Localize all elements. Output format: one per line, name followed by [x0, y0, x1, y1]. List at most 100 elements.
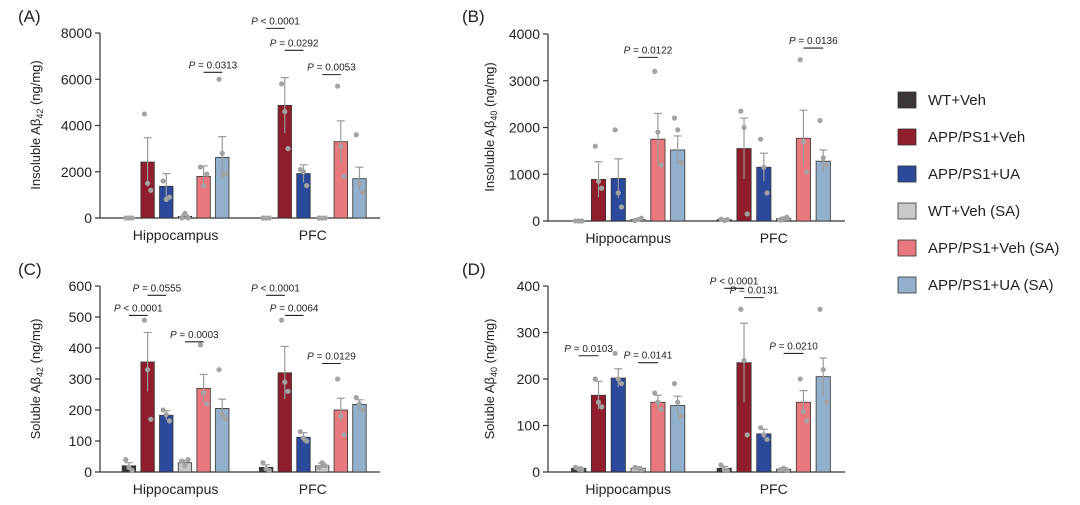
data-point [595, 178, 602, 184]
data-point [353, 132, 359, 138]
x-tick-label: Hippocampus [133, 227, 219, 243]
data-point [618, 204, 625, 210]
chart-panel-1: (A) Insoluble Aβ42 (ng/mg) 0 2000 4000 6000 80… [18, 7, 380, 243]
panel-label: (A) [18, 7, 41, 26]
y-tick-label: 2000 [61, 164, 92, 180]
data-point [148, 187, 154, 193]
data-point [163, 412, 169, 418]
y-axis-label: Soluble Aβ40 (ng/mg) [482, 319, 499, 440]
data-point [823, 162, 830, 168]
data-point [724, 468, 731, 474]
y-tick-label: 100 [69, 433, 93, 449]
data-point [216, 76, 222, 82]
data-point [182, 463, 188, 469]
data-point [738, 108, 744, 114]
data-point [678, 413, 684, 419]
data-point [304, 183, 310, 189]
data-point [804, 169, 810, 175]
significance-label: P = 0.0064 [270, 303, 319, 314]
legend-label: APP/PS1+UA [928, 166, 1020, 183]
data-point [335, 376, 341, 382]
legend-swatch [897, 128, 917, 146]
x-tick-label: Hippocampus [133, 481, 219, 497]
x-tick-label: PFC [299, 481, 327, 497]
significance-label: P = 0.0122 [624, 45, 673, 56]
data-point [222, 171, 229, 177]
significance-label: P < 0.0001 [114, 303, 163, 314]
data-point [797, 376, 803, 382]
data-point [335, 83, 341, 89]
data-point [655, 129, 661, 135]
data-point [678, 159, 684, 166]
data-point [761, 432, 767, 438]
data-point [322, 463, 328, 469]
data-point [279, 317, 285, 323]
chart-panel-2: (B) Insoluble Aβ40 (ng/mg) 0 1000 2000 3000 40… [462, 7, 845, 246]
data-point [784, 214, 790, 220]
data-point [356, 401, 363, 407]
data-point [182, 210, 188, 216]
data-point [204, 171, 210, 177]
data-point [338, 413, 344, 419]
data-point [341, 173, 347, 179]
data-point [652, 390, 658, 396]
data-point [599, 185, 605, 191]
legend-label: APP/PS1+UA (SA) [928, 277, 1053, 294]
y-tick-label: 200 [69, 402, 93, 418]
data-point [615, 376, 621, 382]
data-point [820, 155, 826, 161]
y-tick-label: 4000 [509, 26, 540, 42]
y-axis-label: Insoluble Aβ42 (ng/mg) [28, 60, 45, 190]
data-point [592, 143, 598, 149]
data-point [652, 68, 658, 74]
data-point [282, 109, 288, 115]
data-point [160, 178, 166, 184]
significance-label: P = 0.0053 [307, 63, 356, 74]
data-point [201, 390, 207, 396]
data-point [718, 462, 724, 468]
data-point [615, 190, 621, 196]
legend-label: WT+Veh [928, 92, 986, 109]
data-point [675, 127, 681, 133]
legend-swatch [897, 239, 917, 257]
y-tick-label: 0 [84, 210, 92, 226]
y-tick-label: 8000 [61, 25, 92, 41]
bar [352, 404, 367, 473]
data-point [741, 124, 747, 131]
data-point [744, 432, 750, 438]
data-point [724, 216, 731, 223]
data-point [338, 143, 344, 149]
bar [610, 377, 626, 473]
y-tick-label: 1000 [509, 166, 540, 182]
data-point [658, 162, 664, 168]
data-point [185, 215, 191, 221]
significance-label: P = 0.0313 [189, 60, 238, 71]
data-point [179, 458, 185, 464]
data-point [197, 342, 203, 348]
data-point [300, 435, 307, 441]
significance-label: P < 0.0001 [251, 16, 300, 27]
legend-swatch [897, 276, 917, 294]
data-point [304, 438, 310, 444]
data-point [758, 136, 764, 142]
data-point [353, 395, 359, 401]
y-tick-label: 400 [69, 340, 93, 356]
data-point [671, 381, 678, 387]
data-point [316, 464, 322, 470]
data-point [579, 218, 585, 224]
data-point [797, 57, 803, 63]
data-point [741, 357, 747, 363]
legend-swatch [897, 202, 917, 220]
x-tick-label: PFC [760, 481, 788, 497]
data-point [319, 460, 325, 466]
data-point [356, 180, 363, 186]
y-tick-label: 6000 [61, 71, 92, 87]
y-tick-label: 2000 [509, 120, 540, 136]
data-point [300, 169, 307, 175]
data-point [282, 379, 288, 385]
data-point [612, 127, 618, 133]
data-point [266, 467, 272, 474]
data-point [160, 407, 166, 413]
data-point [129, 467, 135, 474]
